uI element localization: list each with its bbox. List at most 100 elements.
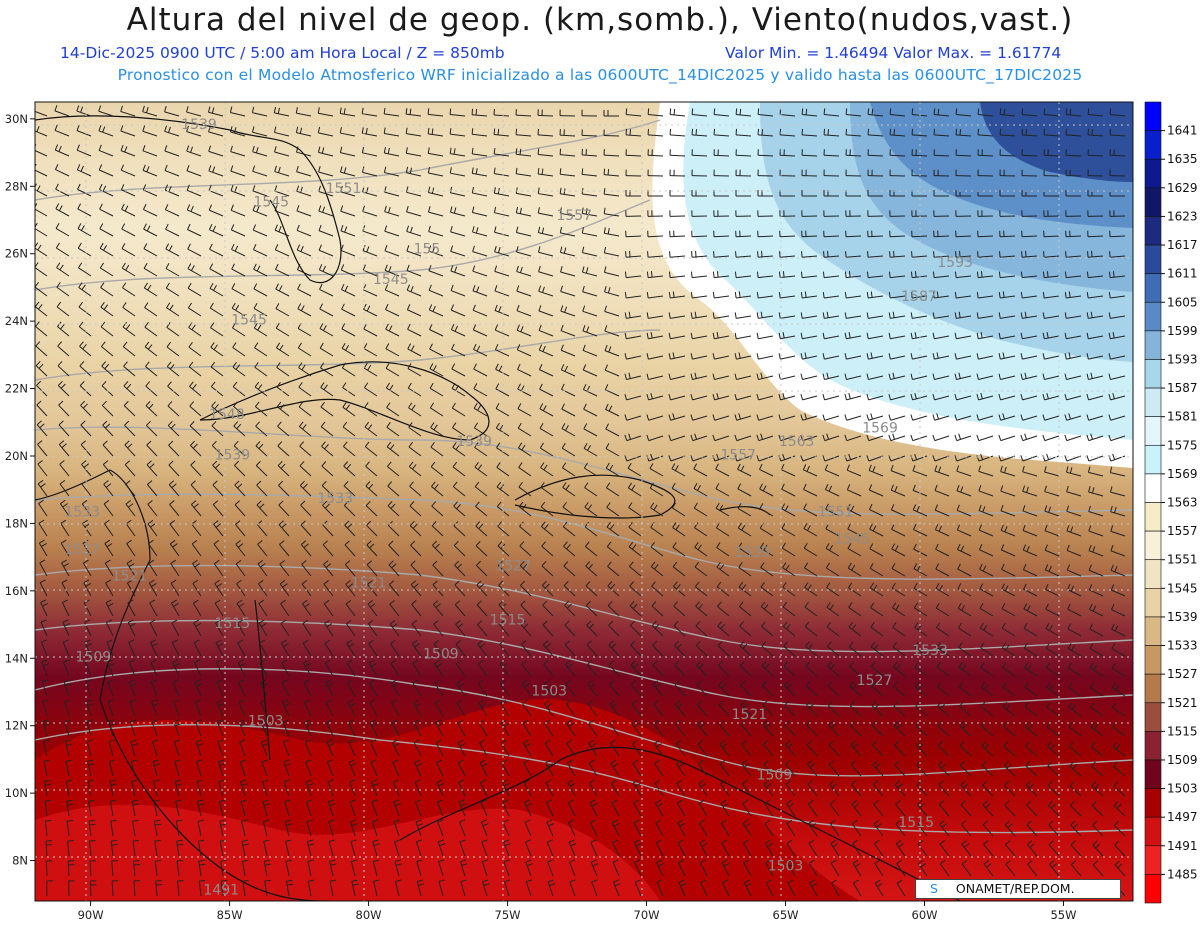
contour-label: 1527 bbox=[495, 559, 531, 575]
wind-barb-flag bbox=[802, 108, 803, 114]
contour-label: 1551 bbox=[818, 505, 854, 521]
valid-time-text: 14-Dic-2025 0900 UTC / 5:00 am Hora Loca… bbox=[60, 44, 505, 62]
wind-barb bbox=[90, 881, 91, 896]
colorbar-swatch bbox=[1145, 445, 1161, 474]
wind-barb-flag bbox=[824, 108, 825, 114]
colorbar-label: 1623 bbox=[1167, 209, 1198, 223]
colorbar-label: 1527 bbox=[1167, 667, 1198, 681]
wind-barb-flag bbox=[981, 271, 982, 277]
wind-barb-flag bbox=[915, 271, 916, 277]
colorbar-label: 1605 bbox=[1167, 295, 1198, 309]
wind-barb-flag bbox=[651, 271, 652, 277]
wind-barb-flag bbox=[713, 272, 714, 278]
wind-barb-flag bbox=[999, 272, 1000, 278]
contour-label: 155 bbox=[414, 242, 441, 258]
contour-label: 1569 bbox=[862, 420, 898, 436]
wind-barb-flag bbox=[156, 885, 162, 886]
wind-barb-flag bbox=[889, 272, 890, 278]
colorbar: 1641163516291623161716111605159915931587… bbox=[1145, 102, 1198, 903]
lon-tick-label: 65W bbox=[773, 908, 799, 922]
lon-tick-label: 55W bbox=[1050, 908, 1076, 922]
contour-label: 1515 bbox=[490, 613, 526, 629]
wind-barb-flag bbox=[199, 880, 205, 881]
wind-barb-flag bbox=[156, 881, 162, 882]
wind-barb-flag bbox=[757, 272, 758, 278]
wind-barb bbox=[46, 861, 47, 876]
colorbar-swatch bbox=[1145, 560, 1161, 589]
wind-barb-flag bbox=[691, 272, 692, 278]
wind-barb-flag bbox=[1021, 272, 1022, 278]
colorbar-swatch bbox=[1145, 731, 1161, 760]
wind-barb-flag bbox=[1000, 108, 1001, 114]
lon-tick-label: 90W bbox=[78, 908, 104, 922]
colorbar-label: 1557 bbox=[1167, 524, 1198, 538]
contour-label: 1533 bbox=[64, 505, 100, 521]
lon-tick-label: 70W bbox=[634, 908, 660, 922]
wind-barb-flag bbox=[625, 272, 626, 278]
wind-barb-flag bbox=[1066, 108, 1067, 114]
wind-barb-flag bbox=[867, 272, 868, 278]
colorbar-swatch bbox=[1145, 674, 1161, 703]
wind-barb-flag bbox=[783, 271, 784, 277]
contour-label: 1527 bbox=[857, 673, 893, 689]
wind-barb-flag bbox=[647, 272, 648, 278]
wind-barb-flag bbox=[1004, 109, 1005, 115]
wind-barb-flag bbox=[516, 129, 517, 135]
contour-label: 1515 bbox=[898, 815, 934, 831]
contour-label: 1515 bbox=[215, 616, 251, 632]
wind-barb-flag bbox=[498, 129, 499, 135]
wind-barb-flag bbox=[1088, 108, 1089, 114]
contour-label: 1509 bbox=[76, 650, 112, 666]
figure-title: Altura del nivel de geop. (km,somb.), Vi… bbox=[0, 2, 1200, 38]
wind-barb-flag bbox=[890, 108, 891, 114]
wind-barb-flag bbox=[911, 272, 912, 278]
colorbar-swatch bbox=[1145, 159, 1161, 188]
colorbar-label: 1497 bbox=[1167, 810, 1198, 824]
wind-barb-flag bbox=[604, 169, 605, 175]
wind-barb-flag bbox=[516, 148, 517, 154]
wind-barb-flag bbox=[912, 108, 913, 114]
colorbar-label: 1617 bbox=[1167, 238, 1198, 252]
wind-barb-flag bbox=[1044, 108, 1045, 114]
wind-barb-flag bbox=[520, 149, 521, 155]
lat-tick-label: 12N bbox=[5, 719, 28, 733]
colorbar-swatch bbox=[1145, 388, 1161, 417]
colorbar-swatch bbox=[1145, 245, 1161, 274]
min-max-values: Valor Min. = 1.46494 Valor Max. = 1.6177… bbox=[725, 44, 1061, 62]
wind-barb-flag bbox=[845, 272, 846, 278]
lon-tick-label: 75W bbox=[495, 908, 521, 922]
contour-label: 1521 bbox=[732, 707, 768, 723]
wind-barb-flag bbox=[1047, 271, 1048, 277]
lat-tick-label: 20N bbox=[5, 449, 28, 463]
lat-tick-label: 14N bbox=[5, 651, 28, 665]
colorbar-label: 1611 bbox=[1167, 267, 1198, 281]
colorbar-swatch bbox=[1145, 131, 1161, 160]
colorbar-label: 1593 bbox=[1167, 352, 1198, 366]
lat-tick-label: 30N bbox=[5, 112, 28, 126]
longitude-axis: 90W 85W 80W 75W 70W 65W 60W 55W bbox=[78, 901, 1077, 922]
wind-barb-flag bbox=[1087, 272, 1088, 278]
colorbar-swatch bbox=[1145, 417, 1161, 446]
colorbar-swatch bbox=[1145, 789, 1161, 818]
colorbar-swatch bbox=[1145, 188, 1161, 217]
wind-barb-flag bbox=[112, 861, 118, 862]
wind-barb-flag bbox=[849, 271, 850, 277]
lon-tick-label: 60W bbox=[912, 908, 938, 922]
wind-barb-flag bbox=[740, 109, 741, 115]
wind-barb-flag bbox=[450, 109, 451, 115]
latitude-axis: 8N10N12N14N16N18N20N22N24N26N28N30N bbox=[5, 112, 35, 868]
wind-barb-flag bbox=[674, 109, 675, 115]
wind-barb-flag bbox=[1109, 272, 1110, 278]
contour-label: 1539 bbox=[181, 117, 217, 133]
contour-label: 1557 bbox=[720, 447, 756, 463]
wind-barb-flag bbox=[626, 108, 627, 114]
contour-label: 1539 bbox=[734, 545, 770, 561]
contour-label: 1533 bbox=[912, 643, 948, 659]
wind-barb-flag bbox=[1070, 109, 1071, 115]
lat-tick-label: 28N bbox=[5, 179, 28, 193]
colorbar-label: 1551 bbox=[1167, 553, 1198, 567]
lat-tick-label: 22N bbox=[5, 382, 28, 396]
contour-label: 1545 bbox=[373, 272, 409, 288]
wind-barb-flag bbox=[956, 108, 957, 114]
